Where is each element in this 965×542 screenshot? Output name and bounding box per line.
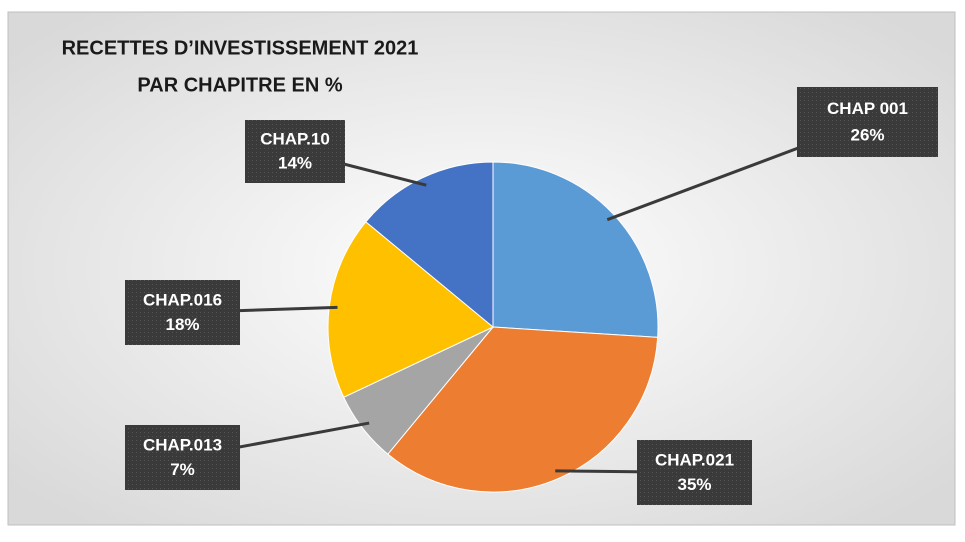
- chart-title: PAR CHAPITRE EN %: [137, 74, 342, 96]
- label-box: [245, 120, 345, 183]
- data-label-name: CHAP.016: [143, 290, 222, 309]
- data-label-value: 26%: [850, 125, 884, 144]
- data-label-value: 14%: [278, 154, 312, 173]
- pie-slice: [365, 161, 494, 329]
- data-label-value: 35%: [677, 475, 711, 494]
- data-label-name: CHAP.10: [260, 130, 330, 149]
- data-label-name: CHAP.013: [143, 435, 222, 454]
- data-label-name: CHAP 001: [827, 99, 908, 118]
- data-label-name: CHAP.021: [655, 450, 734, 469]
- label-box: [797, 87, 938, 157]
- pie-slice: [387, 326, 659, 493]
- chart-title: RECETTES D’INVESTISSEMENT 2021: [62, 37, 419, 59]
- pie-slice: [492, 161, 659, 338]
- label-box: [125, 280, 240, 345]
- label-box: [637, 440, 752, 505]
- data-label-value: 18%: [165, 315, 199, 334]
- label-box: [125, 425, 240, 490]
- data-label-value: 7%: [170, 460, 195, 479]
